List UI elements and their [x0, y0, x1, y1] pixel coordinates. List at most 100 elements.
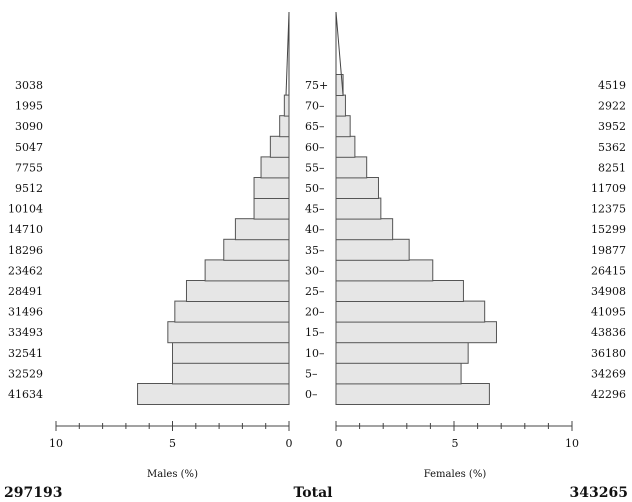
females-tick-label: 0 [336, 437, 343, 450]
male-bar [283, 94, 290, 117]
female-count-label: 34908 [591, 285, 626, 298]
female-count-label: 2922 [598, 100, 626, 113]
female-bars [335, 74, 497, 405]
age-group-label: 20– [305, 306, 325, 319]
male-bar [174, 300, 290, 323]
age-group-label: 50– [305, 182, 325, 195]
total-label: Total [293, 485, 332, 501]
male-count-label: 28491 [8, 285, 43, 298]
apex-lines [285, 11, 344, 96]
female-bar [335, 383, 490, 405]
age-group-label: 60– [305, 141, 325, 154]
males-axis-title: Males (%) [147, 469, 198, 480]
males-tick-label: 5 [169, 437, 176, 450]
male-bar [269, 135, 290, 158]
age-group-label: 40– [305, 223, 325, 236]
males-x-axis [55, 421, 290, 431]
female-count-label: 34269 [591, 367, 626, 380]
age-group-label: 75+ [305, 79, 328, 92]
male-count-label: 31496 [8, 306, 43, 319]
female-counts: 42296 34269 36180 43836 41095 34908 26415 19877… [591, 79, 626, 401]
males-tick-label: 10 [49, 437, 63, 450]
female-apex-slope [335, 11, 344, 96]
male-bar [223, 238, 290, 261]
female-bar [335, 135, 356, 158]
females-tick-label: 10 [565, 437, 579, 450]
female-count-label: 36180 [591, 347, 626, 360]
female-bar [335, 280, 464, 302]
age-group-label: 70– [305, 100, 325, 113]
male-bar [167, 321, 290, 344]
female-count-label: 15299 [591, 223, 626, 236]
male-count-label: 14710 [8, 223, 43, 236]
female-bar [335, 259, 434, 282]
male-count-label: 10104 [8, 203, 43, 216]
females-axis-title: Females (%) [424, 469, 487, 480]
female-bar [335, 177, 379, 199]
female-count-label: 43836 [591, 326, 626, 339]
female-count-label: 12375 [591, 203, 626, 216]
age-group-label: 45– [305, 203, 325, 216]
female-count-label: 11709 [591, 182, 626, 195]
male-count-label: 9512 [15, 182, 43, 195]
female-bar [335, 362, 462, 385]
male-count-label: 23462 [8, 264, 43, 277]
male-bar [172, 362, 290, 385]
male-count-label: 7755 [15, 161, 43, 174]
male-bar [253, 177, 290, 199]
female-bar [335, 341, 469, 364]
male-count-label: 5047 [15, 141, 43, 154]
female-count-label: 5362 [598, 141, 626, 154]
male-apex-slope [285, 11, 290, 96]
age-group-label: 0– [305, 388, 318, 401]
age-group-label: 25– [305, 285, 325, 298]
male-counts: 41634 32529 32541 33493 31496 28491 23462 18296… [8, 79, 43, 401]
male-count-label: 1995 [15, 100, 43, 113]
female-bar [335, 238, 410, 261]
male-bar [137, 383, 290, 405]
male-count-label: 3038 [15, 79, 43, 92]
female-count-label: 4519 [598, 79, 626, 92]
male-count-label: 18296 [8, 244, 43, 257]
males-tick-label: 0 [286, 437, 293, 450]
female-bar [335, 94, 346, 117]
female-count-label: 19877 [591, 244, 626, 257]
age-group-label: 35– [305, 244, 325, 257]
male-bar [185, 280, 290, 302]
age-group-label: 5– [305, 367, 318, 380]
age-group-label: 55– [305, 161, 325, 174]
male-bar [172, 341, 290, 364]
female-count-label: 26415 [591, 264, 626, 277]
female-bar [335, 197, 382, 220]
females-x-axis [335, 421, 573, 431]
female-count-label: 3952 [598, 120, 626, 133]
male-bar [253, 197, 290, 220]
age-group-label: 10– [305, 347, 325, 360]
males-total: 297193 [4, 485, 62, 501]
female-bar [335, 218, 394, 241]
age-group-label: 30– [305, 264, 325, 277]
female-bar [335, 321, 497, 344]
male-bar [234, 218, 290, 241]
females-total: 343265 [570, 485, 628, 501]
age-labels: 0– 5– 10– 15– 20– 25– 30– 35– 40– 45– 50– 55– 60– 65–… [305, 79, 328, 401]
male-count-label: 33493 [8, 326, 43, 339]
female-count-label: 41095 [591, 306, 626, 319]
female-count-label: 8251 [598, 161, 626, 174]
female-count-label: 42296 [591, 388, 626, 401]
male-count-label: 32541 [8, 347, 43, 360]
age-group-label: 65– [305, 120, 325, 133]
male-bar [204, 259, 290, 282]
male-count-label: 3090 [15, 120, 43, 133]
female-bar [335, 115, 351, 138]
female-bar [335, 156, 368, 179]
male-bar [279, 115, 290, 138]
male-bars [137, 94, 290, 405]
male-count-label: 32529 [8, 367, 43, 380]
age-group-label: 15– [305, 326, 325, 339]
male-bar [260, 156, 290, 179]
females-tick-label: 5 [452, 437, 459, 450]
female-bar [335, 300, 486, 323]
male-count-label: 41634 [8, 388, 43, 401]
